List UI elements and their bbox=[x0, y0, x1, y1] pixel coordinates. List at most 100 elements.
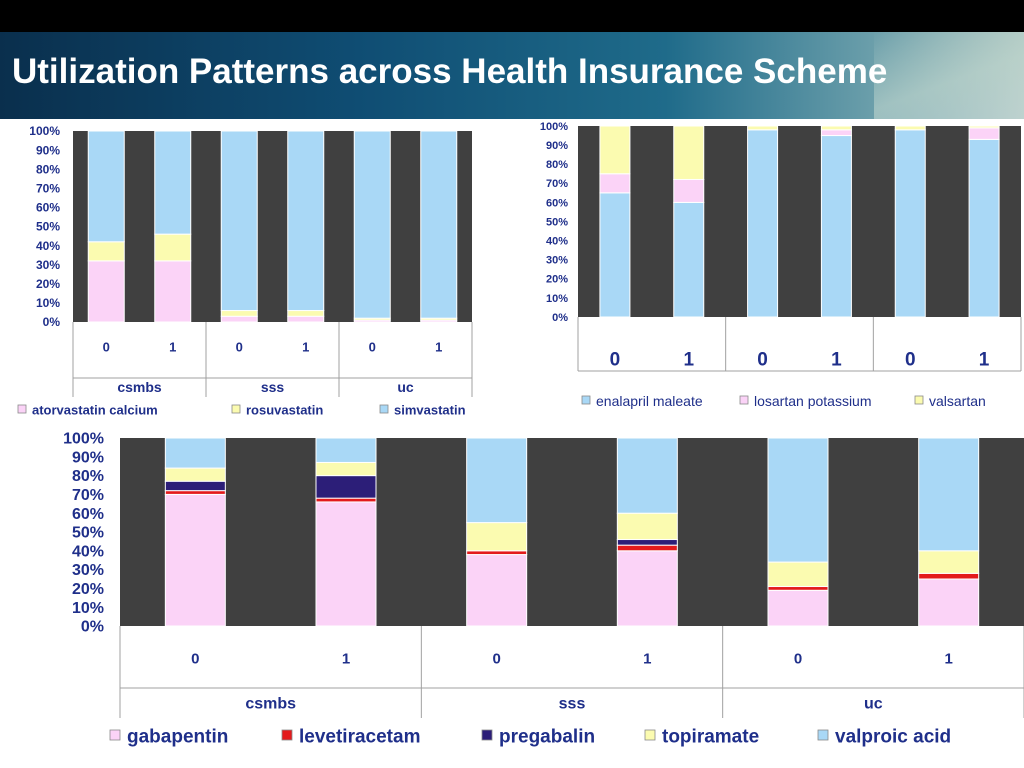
y-tick-label: 20% bbox=[72, 581, 104, 598]
category-label: 0 bbox=[369, 340, 376, 355]
bar-segment-rosuvastatin bbox=[154, 233, 192, 262]
bar-segment-topiramate bbox=[164, 467, 226, 482]
bar-segment-valproic-acid bbox=[918, 437, 980, 552]
category-label: 0 bbox=[905, 350, 916, 371]
legend-label: rosuvastatin bbox=[246, 403, 323, 418]
bar-segment-valproic-acid bbox=[767, 437, 829, 563]
bar-segment-losartan-potassium bbox=[968, 127, 1000, 140]
arb-ace-chart: 0% 10% 20% 30% 40% 50% 60% 70% 80% 90% 100% 0 1 0 1 0 1 e… bbox=[540, 121, 1022, 409]
bar-segment-rosuvastatin bbox=[220, 310, 258, 317]
y-tick-label: 90% bbox=[72, 449, 104, 466]
bar-segment-valproic-acid bbox=[164, 437, 226, 469]
y-tick-label: 80% bbox=[72, 468, 104, 485]
bar-segment-topiramate bbox=[466, 522, 528, 552]
bar-segment-valproic-acid bbox=[466, 437, 528, 524]
bar-segment-valproic-acid bbox=[315, 437, 377, 463]
bar-segment-simvastatin bbox=[87, 130, 125, 243]
category-label: 1 bbox=[979, 350, 990, 371]
bar-segment-losartan-potassium bbox=[820, 129, 852, 137]
y-tick-label: 40% bbox=[72, 543, 104, 560]
bar-segment-valsartan bbox=[673, 125, 705, 180]
y-tick-label: 0% bbox=[81, 619, 104, 636]
y-tick-label: 70% bbox=[36, 182, 60, 196]
decorative-bamboo bbox=[874, 32, 1024, 119]
legend-label: gabapentin bbox=[127, 727, 228, 748]
y-tick-label: 100% bbox=[540, 121, 568, 133]
bar-segment-enalapril-maleate bbox=[673, 201, 705, 318]
bar-segment-enalapril-maleate bbox=[599, 192, 631, 318]
bar-segment-rosuvastatin bbox=[87, 241, 125, 262]
top-strip bbox=[0, 0, 1024, 32]
bar-segment-gabapentin bbox=[466, 554, 528, 627]
category-label: 0 bbox=[794, 650, 802, 667]
bar-segment-atorvastatin-calcium bbox=[87, 260, 125, 323]
y-tick-label: 30% bbox=[546, 255, 568, 267]
y-tick-label: 10% bbox=[36, 296, 60, 310]
bar-segment-gabapentin bbox=[767, 589, 829, 627]
bar-segment-simvastatin bbox=[154, 130, 192, 235]
category-label: 1 bbox=[342, 650, 350, 667]
legend-swatch bbox=[581, 395, 591, 405]
y-tick-label: 50% bbox=[36, 220, 60, 234]
group-label: csmbs bbox=[245, 696, 296, 713]
statin-chart: 0% 10% 20% 30% 40% 50% 60% 70% 80% 90% 100% 0 1 0 1 0 1 c… bbox=[17, 124, 473, 418]
title-banner: Utilization Patterns across Health Insur… bbox=[0, 32, 1024, 119]
y-tick-label: 90% bbox=[546, 140, 568, 152]
group-label: uc bbox=[397, 379, 414, 395]
category-label: 1 bbox=[683, 350, 694, 371]
group-label: uc bbox=[864, 696, 883, 713]
bar-segment-valsartan bbox=[747, 125, 779, 131]
legend-swatch bbox=[481, 729, 493, 741]
legend-label: pregabalin bbox=[499, 727, 595, 748]
y-tick-label: 10% bbox=[546, 293, 568, 305]
category-label: 1 bbox=[169, 340, 176, 355]
category-label: 1 bbox=[643, 650, 651, 667]
bar-segment-simvastatin bbox=[287, 130, 325, 312]
bar-segment-topiramate bbox=[767, 561, 829, 588]
bar-segment-topiramate bbox=[918, 550, 980, 574]
y-tick-label: 50% bbox=[72, 525, 104, 542]
bar-segment-levetiracetam bbox=[767, 586, 829, 591]
bar-segment-levetiracetam bbox=[164, 490, 226, 495]
category-label: 0 bbox=[492, 650, 500, 667]
y-tick-label: 20% bbox=[546, 274, 568, 286]
bar-segment-valsartan bbox=[894, 125, 926, 131]
y-tick-label: 70% bbox=[546, 178, 568, 190]
bar-segment-valproic-acid bbox=[616, 437, 678, 514]
bar-segment-pregabalin bbox=[164, 480, 226, 492]
bar-segment-gabapentin bbox=[616, 550, 678, 627]
bar-segment-simvastatin bbox=[353, 130, 391, 319]
y-tick-label: 10% bbox=[72, 600, 104, 617]
bar-segment-topiramate bbox=[616, 512, 678, 541]
bar-segment-simvastatin bbox=[220, 130, 258, 312]
bar-segment-enalapril-maleate bbox=[747, 129, 779, 318]
bar-segment-gabapentin bbox=[315, 501, 377, 627]
group-label: sss bbox=[559, 696, 586, 713]
y-tick-label: 30% bbox=[36, 258, 60, 272]
y-tick-label: 80% bbox=[546, 159, 568, 171]
legend-label: valproic acid bbox=[835, 727, 951, 748]
legend-swatch bbox=[914, 395, 924, 405]
legend-swatch bbox=[379, 404, 389, 414]
y-tick-label: 20% bbox=[36, 277, 60, 291]
legend-label: losartan potassium bbox=[754, 393, 872, 409]
y-tick-label: 80% bbox=[36, 162, 60, 176]
bar-segment-rosuvastatin bbox=[287, 310, 325, 317]
category-label: 0 bbox=[191, 650, 199, 667]
legend-label: topiramate bbox=[662, 727, 759, 748]
category-label: 1 bbox=[302, 340, 309, 355]
bar-segment-pregabalin bbox=[616, 539, 678, 546]
group-label: sss bbox=[261, 379, 285, 395]
bar-segment-enalapril-maleate bbox=[894, 129, 926, 318]
bar-segment-atorvastatin-calcium bbox=[220, 315, 258, 323]
bar-segment-valsartan bbox=[820, 125, 852, 131]
antiepileptic-chart: 0% 10% 20% 30% 40%50% 60% 70% 80% 90%100% 0 1 0 1 0 1 c… bbox=[63, 431, 1024, 748]
y-tick-label: 100% bbox=[63, 431, 104, 448]
y-tick-label: 0% bbox=[43, 315, 61, 329]
plot-area bbox=[578, 126, 1021, 317]
legend-swatch bbox=[817, 729, 829, 741]
bar-segment-valsartan bbox=[968, 125, 1000, 129]
y-tick-label: 30% bbox=[72, 562, 104, 579]
legend-label: enalapril maleate bbox=[596, 393, 703, 409]
legend-swatch bbox=[281, 729, 293, 741]
